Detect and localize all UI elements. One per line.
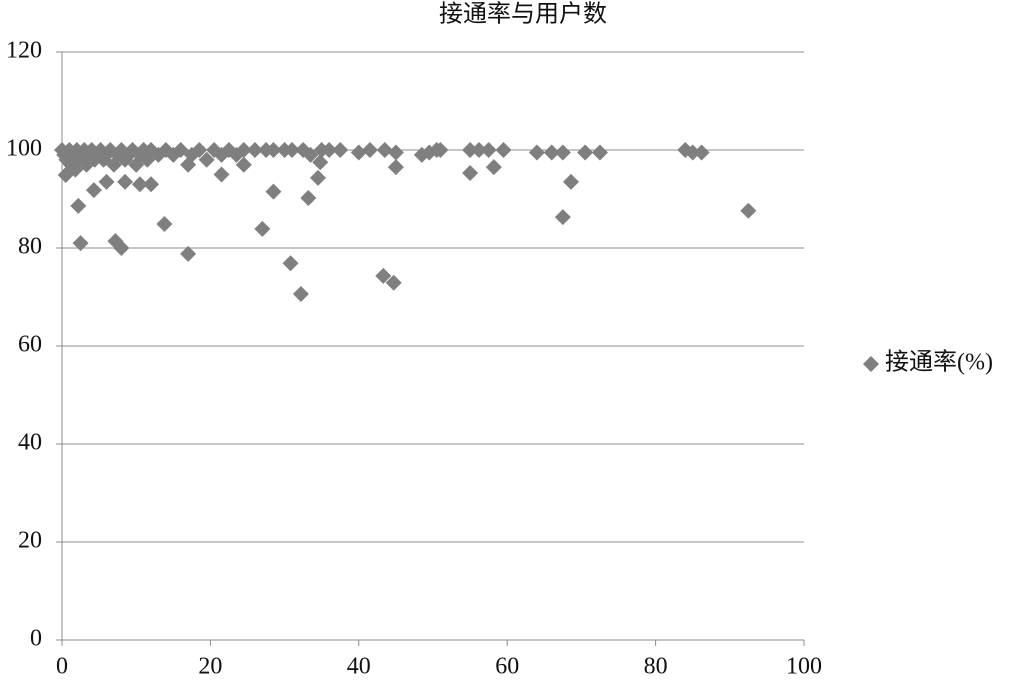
x-tick-label: 100 [786, 654, 822, 680]
x-tick-label: 60 [495, 654, 519, 680]
point [172, 142, 189, 158]
point [156, 215, 173, 232]
point [385, 274, 402, 291]
x-tick-label: 0 [56, 654, 68, 680]
point [462, 142, 479, 158]
point [480, 142, 497, 158]
chart-title: 接通率与用户数 [439, 1, 607, 28]
point [387, 144, 404, 161]
point [387, 159, 404, 176]
legend-label: 接通率(%) [885, 349, 993, 376]
point [198, 151, 215, 168]
point [131, 176, 148, 193]
y-tick-label: 120 [6, 38, 42, 64]
point [300, 190, 317, 207]
x-tick-label: 20 [198, 654, 222, 680]
y-tick-label: 80 [18, 234, 42, 260]
x-tick-label: 80 [644, 654, 668, 680]
point [554, 209, 571, 226]
point [117, 173, 134, 190]
x-tick-label: 40 [347, 654, 371, 680]
point [577, 144, 594, 161]
point [332, 142, 349, 158]
point [591, 144, 608, 161]
point [246, 142, 263, 158]
point [143, 176, 160, 193]
point [292, 286, 309, 303]
point [282, 255, 299, 272]
point [254, 220, 271, 237]
y-tick-label: 40 [18, 430, 42, 456]
point [302, 146, 319, 163]
point [309, 169, 326, 186]
y-tick-label: 60 [18, 332, 42, 358]
y-tick-label: 100 [6, 136, 42, 162]
point [265, 142, 282, 158]
point [376, 142, 393, 158]
point [740, 202, 757, 219]
point [213, 166, 230, 183]
point [57, 166, 74, 183]
point [554, 144, 571, 161]
legend-marker [863, 356, 879, 372]
point [284, 142, 301, 158]
point [361, 142, 378, 158]
point [180, 156, 197, 173]
point [312, 154, 329, 171]
point [72, 235, 89, 252]
point [495, 142, 512, 158]
point [528, 144, 545, 161]
point [117, 151, 134, 168]
point [543, 144, 560, 161]
point [375, 267, 392, 284]
point [70, 197, 87, 214]
y-tick-label: 0 [30, 626, 42, 652]
point [265, 183, 282, 200]
point [191, 142, 208, 158]
point [98, 173, 115, 190]
point [485, 159, 502, 176]
point [684, 144, 701, 161]
point [235, 156, 252, 173]
point [180, 245, 197, 262]
y-tick-label: 20 [18, 528, 42, 554]
point [350, 144, 367, 161]
point [471, 142, 488, 158]
point [235, 142, 252, 158]
point [321, 142, 338, 158]
point [563, 173, 580, 190]
point [113, 240, 130, 256]
point [432, 142, 449, 158]
point [462, 165, 479, 182]
point [85, 182, 102, 199]
point [693, 144, 710, 161]
